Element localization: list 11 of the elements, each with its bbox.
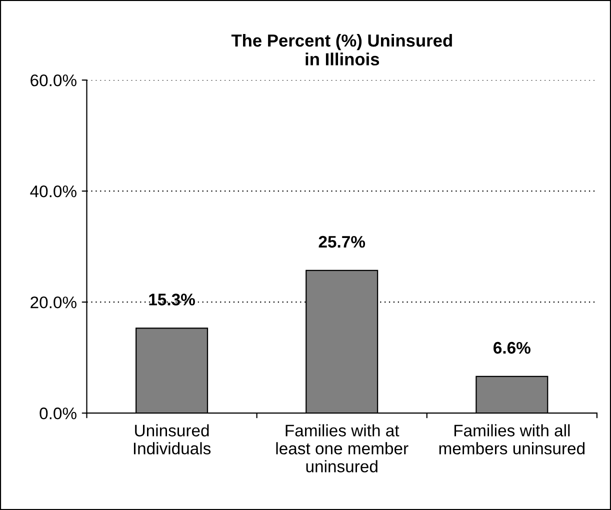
y-tick-label: 60.0% bbox=[30, 74, 76, 86]
y-tick-label: 40.0% bbox=[30, 185, 76, 198]
x-tick-label: Uninsured Individuals bbox=[134, 424, 211, 454]
x-tick-label: Families with all members uninsured bbox=[439, 424, 584, 454]
data-label: 25.7% bbox=[318, 236, 366, 248]
x-tick-label: Families with at least one member uninsured bbox=[276, 424, 408, 472]
data-label: 15.3% bbox=[149, 294, 195, 306]
data-label: 6.6% bbox=[494, 342, 530, 354]
y-tick-label: 0.0% bbox=[40, 408, 76, 420]
chart-title: The Percent (%) Uninsured in Illinois bbox=[231, 34, 452, 66]
y-tick-label: 20.0% bbox=[30, 296, 76, 308]
